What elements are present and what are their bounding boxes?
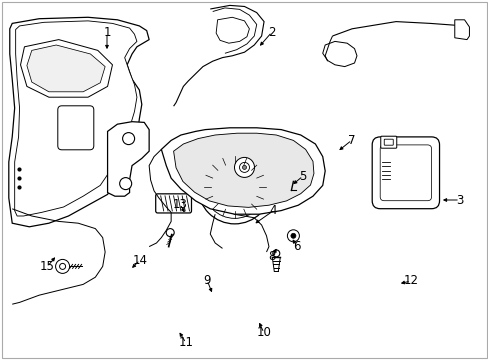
Circle shape — [198, 150, 271, 224]
FancyBboxPatch shape — [384, 139, 392, 145]
Text: 10: 10 — [256, 327, 271, 339]
Circle shape — [122, 132, 134, 145]
Polygon shape — [15, 21, 137, 216]
FancyBboxPatch shape — [58, 106, 94, 150]
Polygon shape — [20, 40, 112, 97]
Text: 3: 3 — [455, 194, 463, 207]
Text: 13: 13 — [172, 198, 187, 211]
Text: 11: 11 — [178, 337, 193, 350]
FancyBboxPatch shape — [155, 194, 191, 213]
Polygon shape — [27, 45, 105, 92]
Polygon shape — [9, 17, 149, 227]
Polygon shape — [322, 41, 356, 67]
Circle shape — [239, 162, 249, 172]
Circle shape — [242, 165, 246, 170]
Circle shape — [288, 171, 298, 181]
Polygon shape — [173, 133, 313, 207]
Circle shape — [56, 260, 69, 273]
Circle shape — [120, 177, 131, 190]
Text: 1: 1 — [103, 27, 110, 40]
Polygon shape — [107, 122, 149, 196]
Polygon shape — [216, 17, 249, 43]
Text: 14: 14 — [132, 253, 147, 266]
Polygon shape — [454, 20, 468, 40]
Text: 12: 12 — [403, 274, 418, 288]
Text: 2: 2 — [268, 26, 275, 39]
Text: 15: 15 — [40, 261, 54, 274]
Text: 6: 6 — [293, 239, 300, 252]
Circle shape — [272, 250, 279, 257]
Text: 7: 7 — [347, 134, 355, 147]
Text: 5: 5 — [299, 170, 306, 183]
FancyBboxPatch shape — [380, 136, 396, 148]
Polygon shape — [161, 128, 325, 214]
Circle shape — [287, 230, 299, 242]
Text: 9: 9 — [203, 274, 210, 287]
Text: 4: 4 — [269, 204, 276, 217]
Circle shape — [290, 233, 295, 238]
Circle shape — [166, 229, 174, 237]
Circle shape — [234, 157, 254, 177]
Text: 8: 8 — [268, 251, 275, 264]
FancyBboxPatch shape — [371, 137, 439, 209]
